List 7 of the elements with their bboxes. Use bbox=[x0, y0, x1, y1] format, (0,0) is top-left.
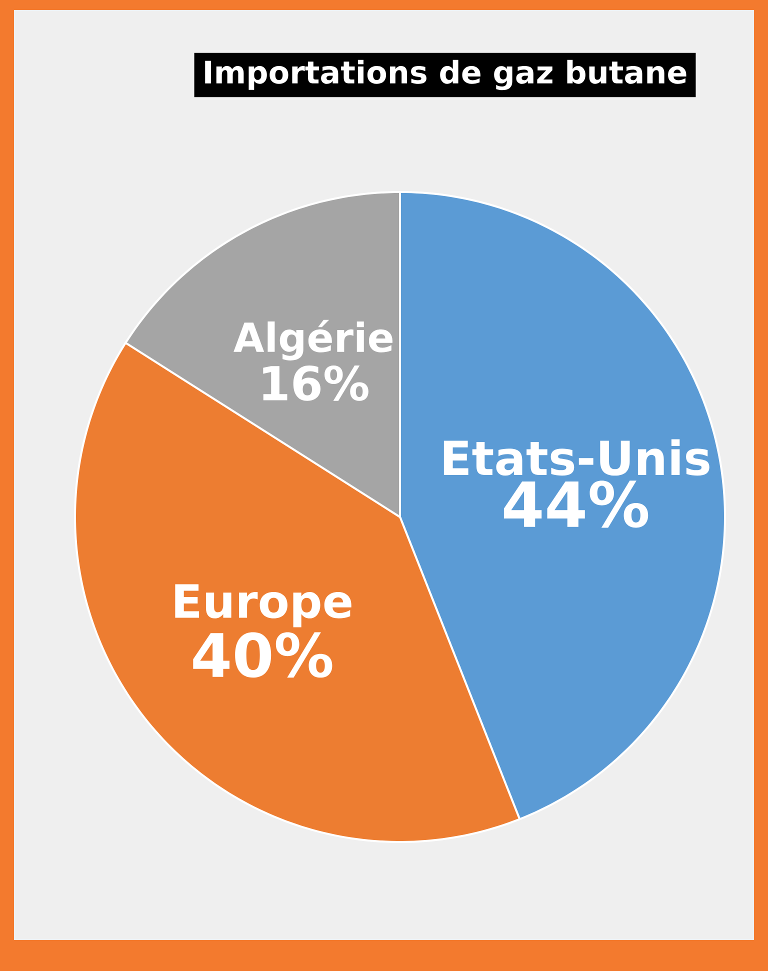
slice-label: Europe bbox=[175, 584, 352, 628]
data-label: 40% bbox=[193, 632, 332, 678]
slice-label: Etats-Unis bbox=[444, 439, 710, 476]
data-label: 44% bbox=[504, 480, 648, 528]
chart-title: Importations de gaz butane bbox=[205, 60, 686, 90]
slice-label: Algérie bbox=[234, 320, 392, 360]
data-label: 16% bbox=[263, 365, 368, 401]
